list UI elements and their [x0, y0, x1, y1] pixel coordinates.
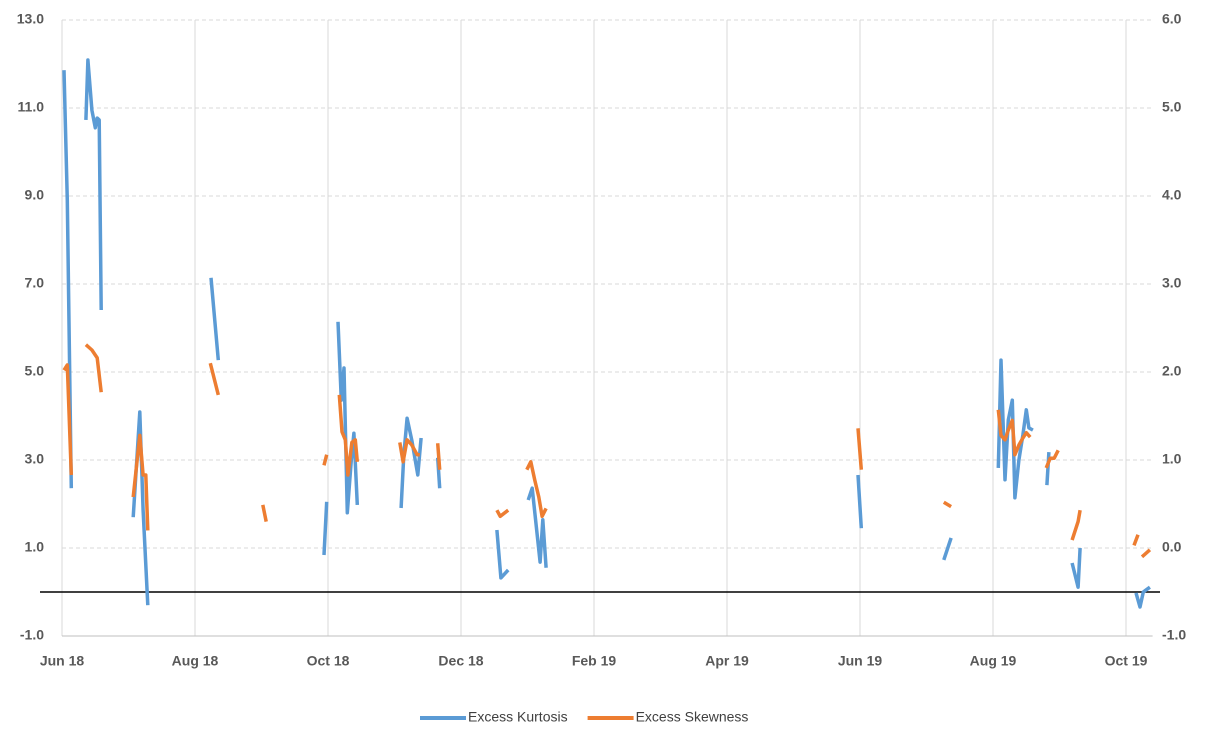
x-tick-label: Aug 19	[970, 653, 1017, 669]
x-tick-label: Dec 18	[438, 653, 483, 669]
x-tick-label: Oct 19	[1105, 653, 1148, 669]
y2-tick-label: 5.0	[1162, 99, 1182, 115]
y2-tick-label: 3.0	[1162, 275, 1182, 291]
y2-tick-label: 4.0	[1162, 187, 1182, 203]
y-tick-label: 5.0	[25, 363, 45, 379]
y2-tick-label: -1.0	[1162, 627, 1186, 643]
x-tick-label: Oct 18	[307, 653, 350, 669]
y-tick-label: 9.0	[25, 187, 45, 203]
y-tick-label: 7.0	[25, 275, 45, 291]
x-tick-label: Jun 19	[838, 653, 883, 669]
x-tick-label: Aug 18	[172, 653, 219, 669]
legend-label: Excess Kurtosis	[468, 709, 568, 725]
y2-tick-label: 1.0	[1162, 451, 1182, 467]
y-tick-label: 1.0	[25, 539, 45, 555]
y-tick-label: 3.0	[25, 451, 45, 467]
x-tick-label: Feb 19	[572, 653, 617, 669]
x-tick-label: Jun 18	[40, 653, 85, 669]
series-line	[62, 343, 1152, 559]
y2-tick-label: 2.0	[1162, 363, 1182, 379]
y2-tick-label: 6.0	[1162, 11, 1182, 27]
legend-label: Excess Skewness	[636, 709, 749, 725]
y-tick-label: 13.0	[17, 11, 44, 27]
y2-tick-label: 0.0	[1162, 539, 1182, 555]
y-tick-label: 11.0	[18, 99, 45, 115]
x-tick-label: Apr 19	[705, 653, 749, 669]
y-tick-label: -1.0	[20, 627, 44, 643]
series-line	[62, 58, 1151, 609]
